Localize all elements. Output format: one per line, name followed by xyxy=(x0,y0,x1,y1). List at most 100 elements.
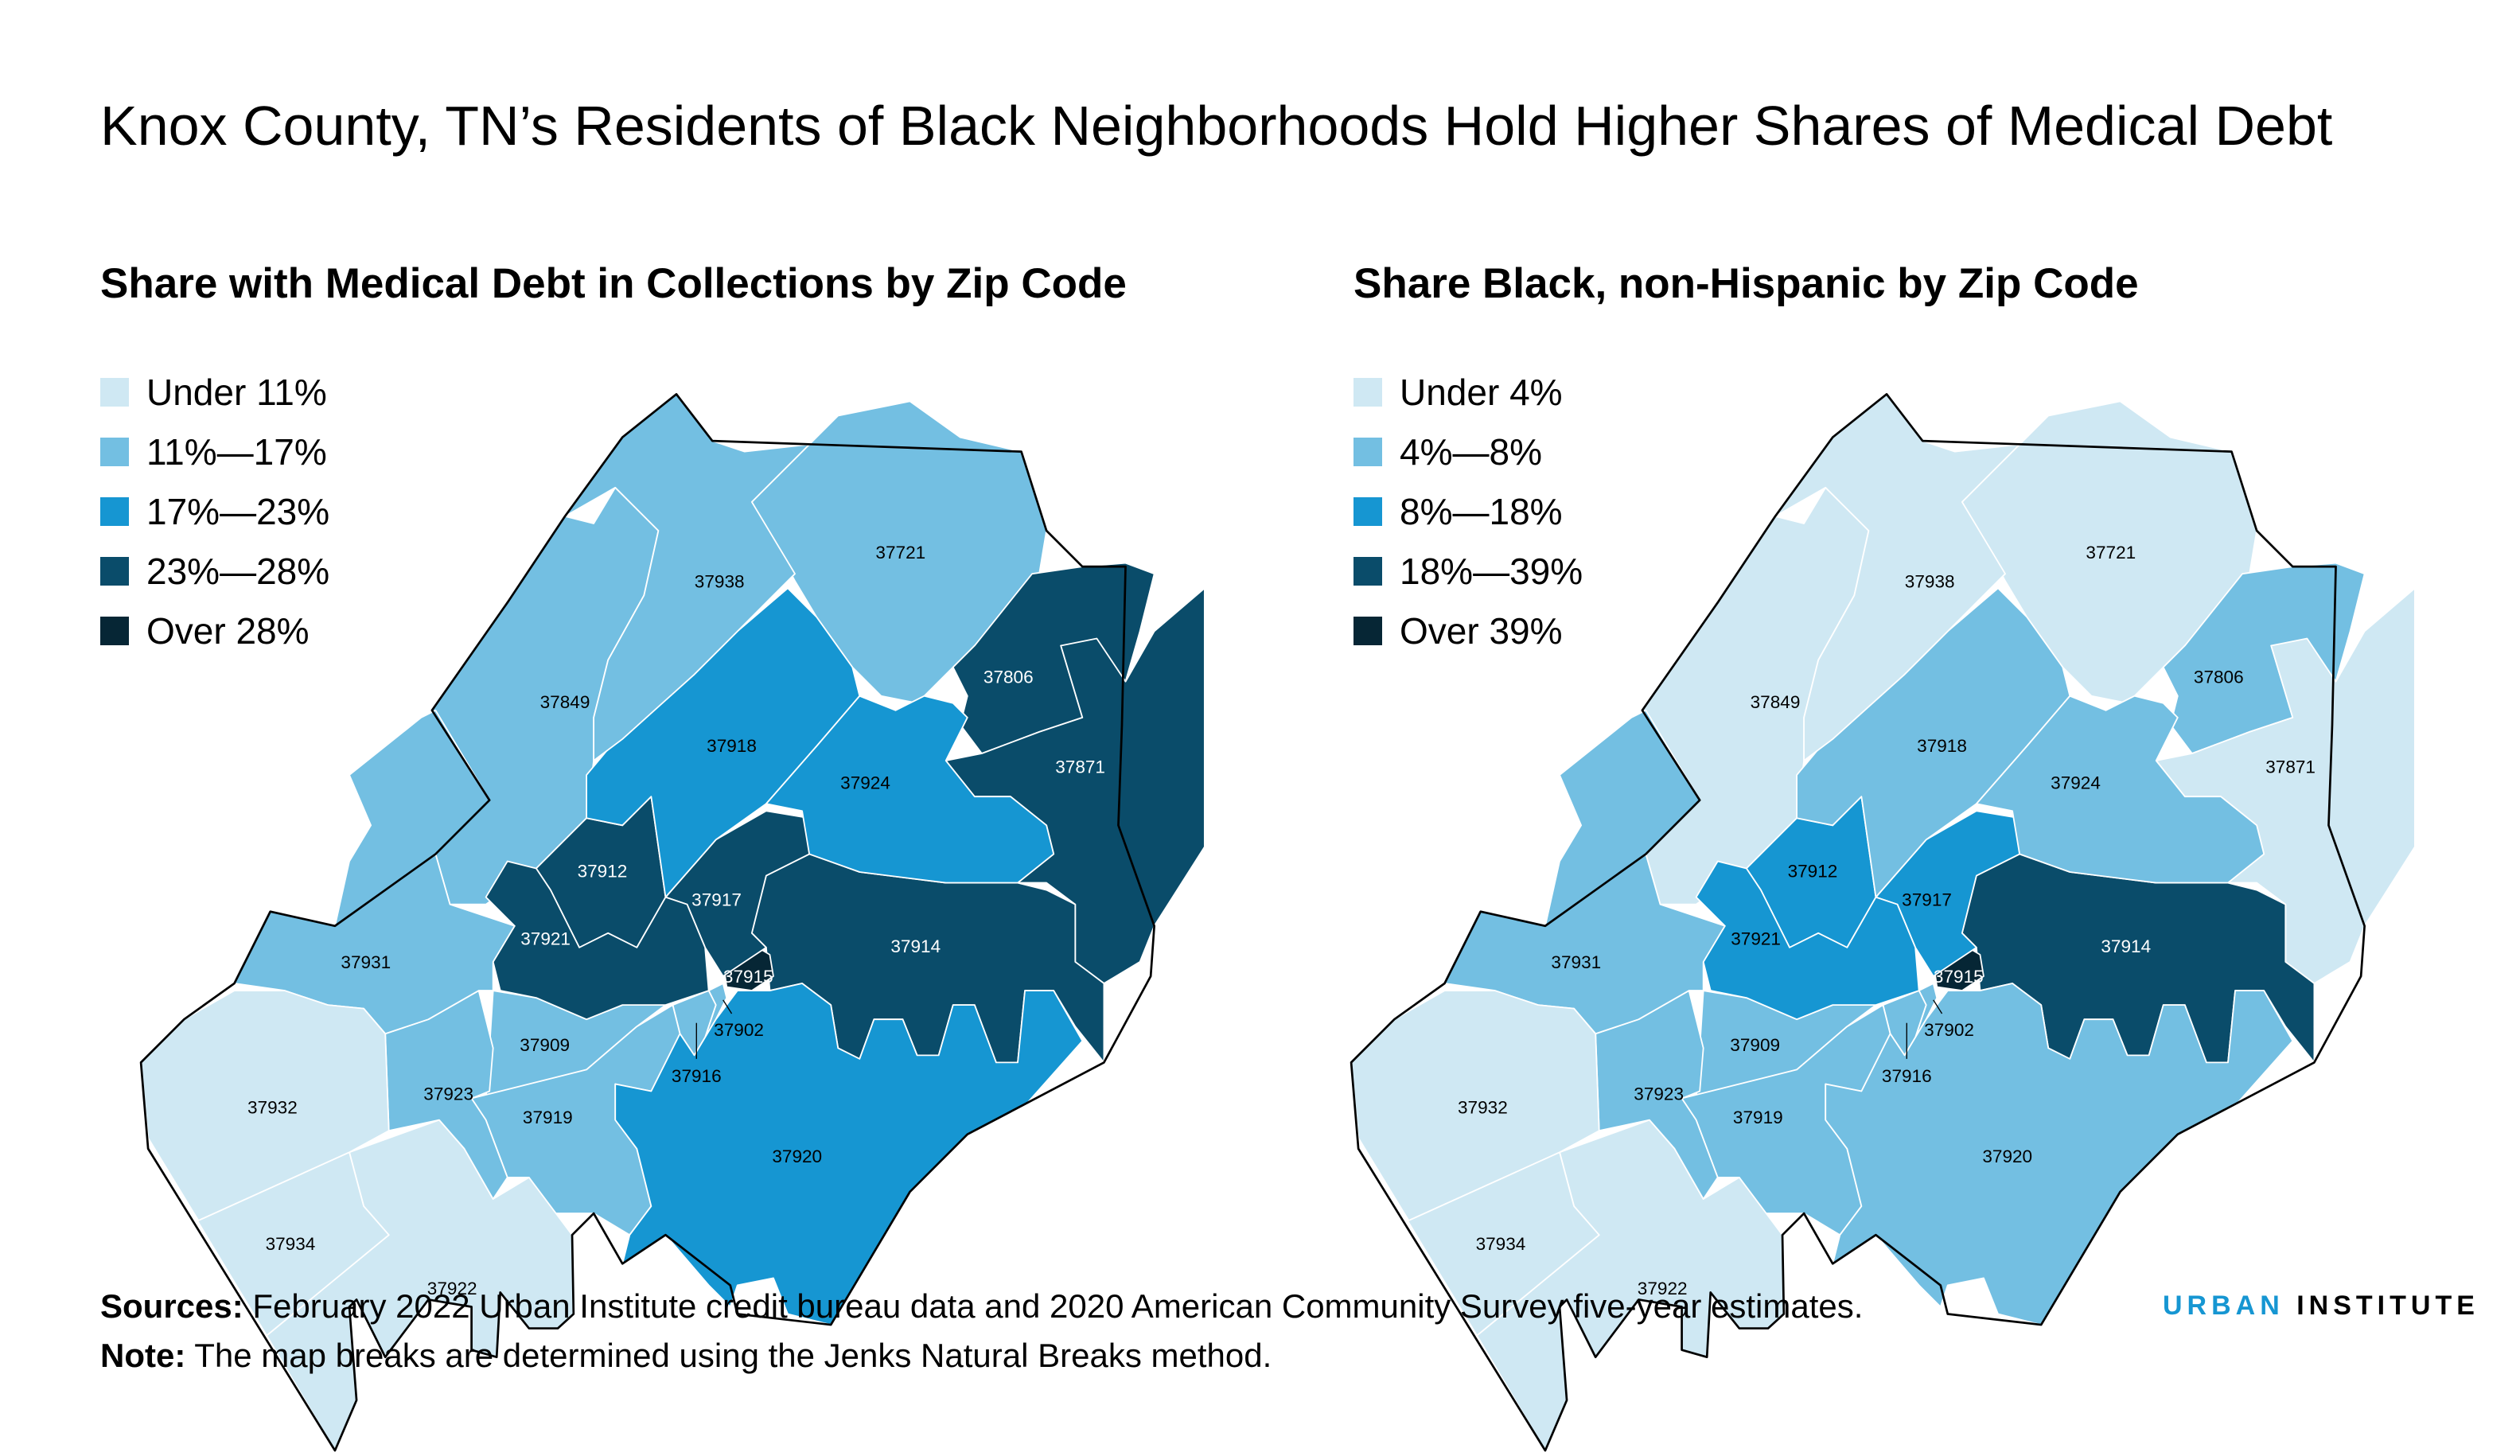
zip-label-37924: 37924 xyxy=(840,773,890,792)
legend-swatch xyxy=(1353,377,1382,407)
legend-label: Under 11% xyxy=(146,371,327,413)
zip-region-37921 xyxy=(1695,860,1920,1021)
legend-label: Over 39% xyxy=(1400,609,1563,652)
label-leader-line xyxy=(723,999,733,1014)
zip-label-37932: 37932 xyxy=(1458,1098,1508,1118)
zip-label-37916: 37916 xyxy=(1882,1066,1932,1086)
right-map-legend: Under 4% 4%—8% 8%—18% 18%—39% Over 39% xyxy=(1353,362,1583,660)
zip-label-37923: 37923 xyxy=(423,1084,473,1104)
zip-label-37921: 37921 xyxy=(520,928,571,948)
zip-label-37902: 37902 xyxy=(714,1020,764,1040)
legend-swatch xyxy=(1353,616,1382,645)
zip-label-37924: 37924 xyxy=(2051,773,2101,792)
legend-item: 23%—28% xyxy=(100,541,329,601)
urban-institute-logo: URBAN INSTITUTE xyxy=(2163,1291,2479,1322)
zip-label-37934: 37934 xyxy=(266,1234,316,1254)
zip-label-37721: 37721 xyxy=(2086,543,2136,563)
zip-label-37849: 37849 xyxy=(540,692,590,712)
legend-item: Over 28% xyxy=(100,601,329,660)
legend-item: Under 4% xyxy=(1353,362,1583,422)
legend-item: 18%—39% xyxy=(1353,541,1583,601)
zip-label-37931: 37931 xyxy=(341,952,391,972)
zip-label-37912: 37912 xyxy=(578,861,628,881)
legend-label: 17%—23% xyxy=(146,490,330,532)
zip-label-37919: 37919 xyxy=(523,1108,573,1127)
legend-item: Over 39% xyxy=(1353,601,1583,660)
left-map-legend: Under 11% 11%—17% 17%—23% 23%—28% Over 2… xyxy=(100,362,329,660)
zip-label-37931: 37931 xyxy=(1551,952,1601,972)
sources-note: Sources: February 2022 Urban Institute c… xyxy=(100,1287,1863,1326)
note-text: The map breaks are determined using the … xyxy=(185,1337,1272,1374)
legend-label: 8%—18% xyxy=(1400,490,1563,532)
zip-label-37806: 37806 xyxy=(983,667,1034,687)
zip-label-37934: 37934 xyxy=(1476,1234,1526,1254)
county-outline xyxy=(1350,393,2366,1452)
logo-urban: URBAN xyxy=(2163,1291,2284,1321)
zip-label-37920: 37920 xyxy=(772,1147,822,1166)
zip-label-37923: 37923 xyxy=(1634,1084,1684,1104)
legend-label: 11%—17% xyxy=(146,430,327,473)
zip-label-37919: 37919 xyxy=(1733,1108,1783,1127)
legend-label: 23%—28% xyxy=(146,550,330,592)
chart-title: Knox County, TN’s Residents of Black Nei… xyxy=(100,95,2333,157)
note: Note: The map breaks are determined usin… xyxy=(100,1337,1272,1375)
zip-label-37914: 37914 xyxy=(2101,936,2151,956)
legend-item: 17%—23% xyxy=(100,481,329,541)
legend-label: 18%—39% xyxy=(1400,550,1583,592)
zip-label-37914: 37914 xyxy=(890,936,941,956)
zip-label-37920: 37920 xyxy=(1982,1147,2032,1166)
legend-swatch xyxy=(100,377,129,407)
legend-swatch xyxy=(100,556,129,586)
zip-region-37920 xyxy=(1825,983,2294,1326)
left-map-subtitle: Share with Medical Debt in Collections b… xyxy=(100,260,1127,307)
legend-item: 4%—8% xyxy=(1353,422,1583,481)
legend-swatch xyxy=(1353,437,1382,466)
zip-label-37806: 37806 xyxy=(2194,667,2244,687)
zip-region-37934 xyxy=(162,1151,390,1337)
legend-swatch xyxy=(100,437,129,466)
right-map-subtitle: Share Black, non-Hispanic by Zip Code xyxy=(1353,260,2139,307)
legend-swatch xyxy=(1353,496,1382,526)
zip-label-37912: 37912 xyxy=(1788,861,1838,881)
zip-label-37915: 37915 xyxy=(1934,967,1984,987)
zip-label-37916: 37916 xyxy=(672,1066,722,1086)
logo-institute: INSTITUTE xyxy=(2296,1291,2479,1321)
zip-label-37922: 37922 xyxy=(427,1279,477,1298)
zip-label-37902: 37902 xyxy=(1924,1020,1974,1040)
legend-item: 11%—17% xyxy=(100,422,329,481)
zip-label-37849: 37849 xyxy=(1751,692,1801,712)
label-leader-line xyxy=(1933,999,1943,1014)
legend-label: Over 28% xyxy=(146,609,310,652)
legend-swatch xyxy=(100,616,129,645)
share-black-map: 37721 37806 37849 37871 37902 37909 37912 37914… xyxy=(1350,393,2416,1452)
zip-label-37938: 37938 xyxy=(1905,571,1955,591)
zip-label-37917: 37917 xyxy=(691,890,742,909)
zip-label-37871: 37871 xyxy=(2265,757,2316,777)
zip-label-37922: 37922 xyxy=(1638,1279,1688,1298)
zip-region-37921 xyxy=(485,860,710,1021)
note-label: Note: xyxy=(100,1337,186,1374)
legend-label: 4%—8% xyxy=(1400,430,1542,473)
legend-label: Under 4% xyxy=(1400,371,1563,413)
zip-label-37918: 37918 xyxy=(707,736,757,756)
county-outline xyxy=(139,393,1155,1452)
zip-label-37871: 37871 xyxy=(1055,757,1105,777)
legend-item: 8%—18% xyxy=(1353,481,1583,541)
zip-label-37909: 37909 xyxy=(1730,1035,1780,1055)
sources-label: Sources: xyxy=(100,1287,243,1325)
zip-label-37921: 37921 xyxy=(1731,928,1781,948)
zip-label-37932: 37932 xyxy=(247,1098,298,1118)
legend-swatch xyxy=(100,496,129,526)
sources-text: February 2022 Urban Institute credit bur… xyxy=(243,1287,1864,1325)
legend-item: Under 11% xyxy=(100,362,329,422)
zip-label-37938: 37938 xyxy=(695,571,745,591)
legend-swatch xyxy=(1353,556,1382,586)
zip-label-37909: 37909 xyxy=(520,1035,570,1055)
zip-label-37918: 37918 xyxy=(1917,736,1967,756)
zip-region-37920 xyxy=(614,983,1084,1326)
zip-region-37934 xyxy=(1372,1151,1600,1337)
medical-debt-map: 37721 37806 37849 37871 37902 37909 37912 37914… xyxy=(139,393,1205,1452)
zip-label-37915: 37915 xyxy=(723,967,773,987)
zip-label-37917: 37917 xyxy=(1902,890,1952,909)
zip-region-37924 xyxy=(765,695,1055,884)
